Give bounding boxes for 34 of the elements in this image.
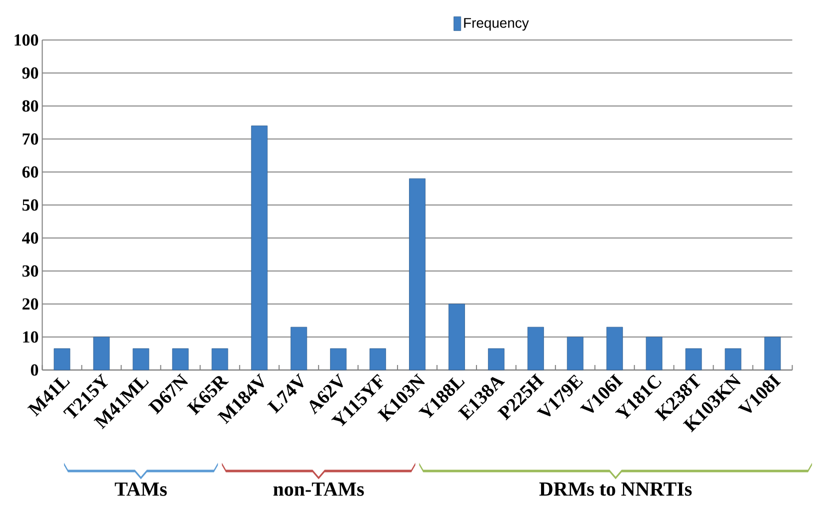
bar: [566, 336, 584, 370]
y-tick-label: 100: [14, 34, 38, 46]
bar: [646, 336, 662, 370]
bar: [409, 178, 426, 370]
y-tick-label: 90: [22, 67, 38, 79]
bar: [764, 336, 781, 370]
legend-label: Frequency: [464, 18, 529, 31]
bar: [606, 326, 623, 370]
y-tick-label: 40: [22, 232, 38, 244]
y-tick-label: 30: [22, 265, 38, 277]
bar: [527, 326, 544, 370]
bar: [370, 348, 386, 370]
bar: [132, 348, 150, 370]
y-tick-label: 80: [22, 100, 38, 112]
text: non-TAMs: [273, 482, 364, 496]
bar: [251, 126, 268, 370]
bar: [330, 348, 347, 370]
y-tick-label: 70: [22, 133, 38, 145]
bar: [290, 326, 308, 370]
y-tick-label: 50: [22, 199, 38, 211]
bar: [724, 348, 742, 370]
bar: [685, 348, 702, 370]
text: TAMs: [114, 482, 167, 496]
bar: [448, 304, 465, 370]
bar: [212, 348, 228, 370]
y-tick-label: 20: [22, 298, 38, 310]
y-tick-label: 10: [23, 331, 38, 343]
text: DRMs to NNRTIs: [539, 482, 692, 496]
y-tick-label: 0: [30, 364, 38, 376]
bar: [93, 336, 110, 370]
bar: [488, 348, 504, 370]
bar: [172, 348, 189, 370]
y-tick-label: 60: [22, 166, 38, 178]
bar: [54, 348, 70, 370]
